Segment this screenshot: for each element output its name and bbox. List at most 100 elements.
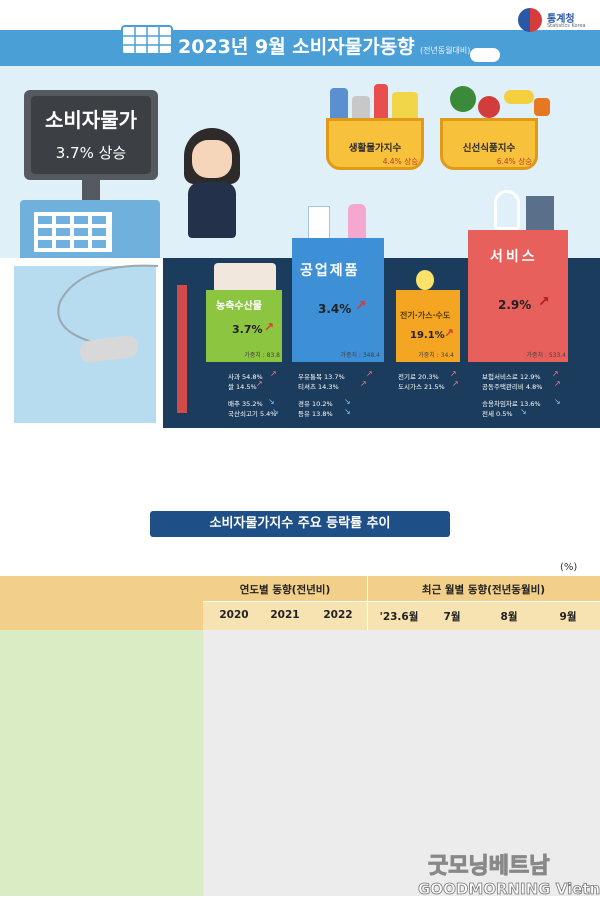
- page-subtitle: (전년동월대비): [420, 46, 471, 55]
- page-title: 2023년 9월 소비자물가동향: [178, 36, 415, 58]
- unit-label: (%): [560, 562, 578, 573]
- bottle-icon: [330, 88, 348, 124]
- counter-accent: [177, 285, 187, 413]
- watermark-korean: 굿모닝베트남: [427, 853, 550, 880]
- group-yearly-header: 연도별 동향(전년비): [239, 584, 331, 596]
- trend-table: 연도별 동향(전년비) 최근 월별 동향(전년동월비) 2020 2021 20…: [0, 576, 600, 896]
- column-header: 2020: [219, 609, 249, 621]
- header-corner: [0, 576, 203, 630]
- milk-carton-icon: [308, 206, 330, 242]
- watermark-english: GOODMORNING Vietnam: [418, 880, 600, 899]
- cloud-icon: [470, 48, 500, 62]
- down-arrow-icon: ↘: [554, 397, 561, 406]
- column-header: 2022: [323, 609, 353, 621]
- utility-name: 전기·가스·수도: [400, 311, 451, 320]
- up-arrow-icon: ↗: [444, 326, 455, 340]
- up-arrow-icon: ↗: [264, 320, 275, 334]
- industrial-down-item: 등유 13.8%: [298, 410, 333, 418]
- headline-label: 소비자물가: [45, 108, 137, 132]
- headline-rise: 3.7% 상승: [55, 144, 127, 162]
- down-arrow-icon: ↘: [344, 407, 351, 416]
- fresh-basket: [440, 118, 538, 170]
- up-arrow-icon: ↗: [355, 298, 367, 314]
- down-arrow-icon: ↘: [520, 407, 527, 416]
- agri-down-item: 배추 35.2%: [228, 400, 263, 408]
- cashier-face: [192, 140, 232, 178]
- service-up-item: 공동주택관리비 4.8%: [482, 383, 543, 391]
- row-label-column: [0, 630, 203, 896]
- industrial-rate: 3.4%: [318, 302, 352, 316]
- agency-name-en: Statistics Korea: [547, 23, 586, 29]
- agri-down-item: 국산쇠고기 5.4%: [228, 410, 277, 418]
- light-bulb-icon: [416, 270, 434, 290]
- shopping-basket-icon: [121, 14, 173, 55]
- tomato-icon: [478, 96, 500, 118]
- spatula-icon: [374, 84, 388, 124]
- up-arrow-icon: ↗: [256, 379, 263, 388]
- service-down-item: 승용차임차료 13.6%: [482, 400, 541, 408]
- register-display-inner: [31, 96, 151, 174]
- agri-weight: 가중치 : 83.8: [244, 352, 280, 359]
- up-arrow-icon: ↗: [552, 369, 559, 378]
- column-header: 8월: [500, 611, 518, 623]
- fresh-basket-value: 6.4% 상승: [496, 157, 532, 166]
- up-arrow-icon: ↗: [554, 379, 561, 388]
- broccoli-icon: [450, 86, 476, 112]
- register-keypad: [34, 212, 112, 252]
- industrial-weight: 가중치 : 348.4: [340, 352, 380, 359]
- cloud-icon: [188, 12, 216, 26]
- utility-up-item: 전기료 20.3%: [398, 373, 439, 381]
- infographic: 2023년 9월 소비자물가동향 (전년동월대비) 통계청 Statistics…: [0, 0, 600, 470]
- trend-title: 소비자물가지수 주요 등락률 추이: [150, 511, 450, 537]
- living-basket: [326, 118, 424, 170]
- books-icon: [526, 196, 554, 230]
- stethoscope-icon: [494, 190, 520, 230]
- industrial-up-item: 우유통복 13.7%: [298, 373, 345, 381]
- fresh-basket-label: 신선식품지수: [462, 143, 516, 154]
- meat-eggs-icon: [214, 263, 276, 293]
- column-header: 9월: [559, 611, 577, 623]
- living-basket-label: 생활물가지수: [348, 143, 402, 154]
- utility-box: [396, 290, 460, 362]
- agency-name: 통계청: [547, 14, 575, 25]
- column-header: 2021: [270, 609, 300, 621]
- industrial-down-item: 경유 10.2%: [298, 400, 333, 408]
- register-stand: [82, 180, 100, 200]
- group-monthly-header: 최근 월별 동향(전년동월비): [421, 584, 546, 596]
- title-band: [0, 30, 600, 66]
- kostat-logo-icon: [518, 8, 542, 32]
- agri-box: [206, 290, 282, 362]
- up-arrow-icon: ↗: [538, 294, 550, 310]
- column-header: '23.6월: [379, 611, 419, 623]
- divider: [203, 601, 600, 602]
- up-arrow-icon: ↗: [360, 379, 367, 388]
- down-arrow-icon: ↘: [268, 397, 275, 406]
- up-arrow-icon: ↗: [366, 369, 373, 378]
- utility-weight: 가중치 : 34.4: [418, 352, 454, 359]
- agri-up-item: 사과 54.8%: [228, 373, 263, 381]
- utility-up-item: 도시가스 21.5%: [398, 383, 445, 391]
- utensil-icon: [352, 96, 370, 124]
- utility-rate: 19.1%: [410, 330, 445, 341]
- service-box: [468, 230, 568, 362]
- scanner-cable-icon: [57, 264, 159, 345]
- banana-icon: [504, 90, 534, 104]
- service-name: 서비스: [490, 249, 538, 265]
- carrot-icon: [534, 98, 550, 116]
- living-basket-value: 4.4% 상승: [382, 157, 418, 166]
- agri-up-item: 쌀 14.5%: [228, 383, 257, 391]
- industrial-name: 공업제품: [300, 263, 360, 279]
- column-header: 7월: [443, 611, 461, 623]
- service-down-item: 전세 0.5%: [482, 410, 513, 418]
- cashier-body: [188, 182, 236, 238]
- service-rate: 2.9%: [498, 298, 532, 312]
- down-arrow-icon: ↘: [344, 397, 351, 406]
- agri-rate: 3.7%: [232, 323, 263, 336]
- up-arrow-icon: ↗: [450, 369, 457, 378]
- detergent-icon: [348, 204, 366, 240]
- up-arrow-icon: ↗: [270, 369, 277, 378]
- service-weight: 가중치 : 533.4: [526, 352, 566, 359]
- agri-name: 농축수산물: [216, 301, 262, 312]
- down-arrow-icon: ↘: [272, 407, 279, 416]
- industrial-up-item: 티셔츠 14.3%: [298, 383, 339, 391]
